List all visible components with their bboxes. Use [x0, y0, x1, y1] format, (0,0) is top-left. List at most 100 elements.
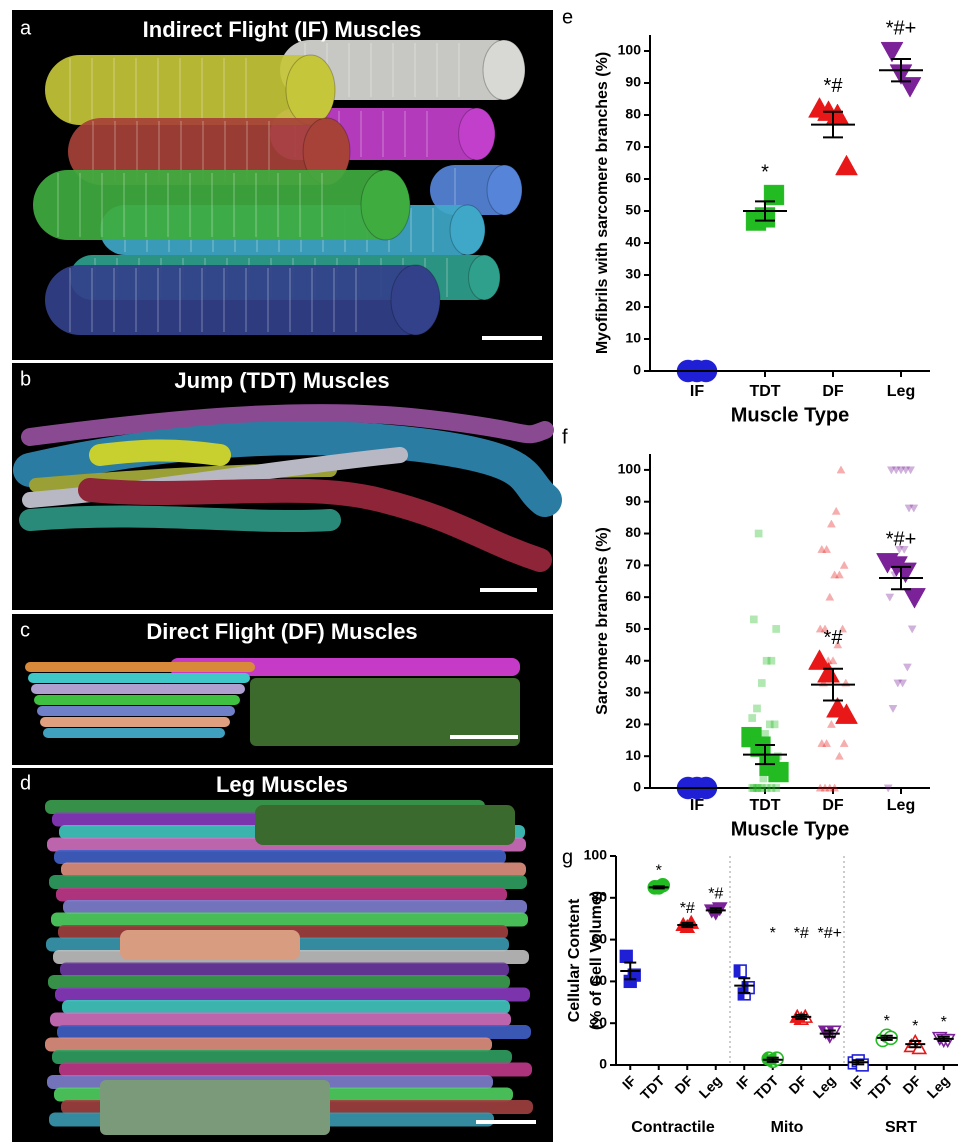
data-point [771, 721, 778, 728]
muscle-fiber [55, 988, 530, 1002]
data-point [837, 466, 845, 473]
significance: *#+ [886, 17, 917, 39]
data-point [769, 762, 789, 782]
data-point [734, 965, 746, 977]
y-tick-label: 60 [625, 170, 641, 186]
muscle-fiber [62, 1000, 510, 1014]
muscle-fiber [63, 900, 527, 914]
muscle-fiber [28, 673, 250, 683]
x-tick-label: TDT [749, 797, 780, 814]
muscle-fiber [31, 684, 245, 694]
panel-title: Leg Muscles [216, 772, 348, 797]
fiber-end [483, 40, 525, 100]
significance: * [912, 1018, 918, 1035]
muscle-fiber [43, 728, 225, 738]
muscle-fiber [25, 662, 255, 672]
y-tick-label: 50 [625, 202, 641, 218]
significance: *# [824, 75, 844, 97]
x-tick-label: IF [733, 1072, 753, 1092]
x-tick-label: IF [690, 797, 704, 814]
panel-title: Indirect Flight (IF) Muscles [143, 17, 422, 42]
muscle-fiber [30, 516, 330, 521]
page: body { margin: 0; width: 962px; height: … [0, 0, 962, 1142]
y-tick-label: 100 [618, 42, 642, 58]
muscle-fiber [61, 863, 526, 877]
data-point [751, 737, 771, 757]
x-tick-label: Leg [887, 383, 915, 400]
y-tick-label: 30 [625, 683, 641, 699]
y-tick-label: 10 [625, 747, 641, 763]
figure: a Indirect Flight (IF) Muscles b Jump (T… [0, 0, 962, 1142]
muscle-fiber [100, 1080, 330, 1135]
muscle-fiber [57, 1025, 531, 1039]
x-tick-label: IF [619, 1072, 639, 1092]
y-tick-label: 10 [625, 330, 641, 346]
data-point [836, 155, 858, 175]
significance: *#+ [886, 528, 917, 550]
data-point [749, 714, 756, 721]
significance: *# [794, 925, 809, 942]
data-point [656, 879, 669, 892]
x-tick-label: DF [822, 797, 844, 814]
y-tick-label: 50 [625, 620, 641, 636]
x-tick-label: DF [785, 1072, 810, 1097]
fiber-end [391, 265, 440, 335]
data-point [899, 77, 921, 97]
muscle-fiber [51, 913, 528, 927]
y-tick-label: 90 [625, 492, 641, 508]
group-label: SRT [885, 1119, 917, 1136]
y-tick-label: 0 [599, 1056, 607, 1072]
y-axis-title: Sarcomere branches (%) [594, 527, 611, 715]
y-axis-title: Cellular Content [566, 898, 583, 1022]
fiber-end [286, 55, 335, 125]
data-point [827, 520, 835, 527]
x-tick-label: Leg [696, 1072, 725, 1101]
y-tick-label: 40 [625, 234, 641, 250]
muscle-fiber [48, 975, 510, 989]
y-axis-title: (% of Cell Volume) [588, 891, 605, 1030]
y-tick-label: 20 [625, 298, 641, 314]
muscle-fiber [120, 930, 300, 960]
data-point [840, 739, 848, 746]
data-point [755, 530, 762, 537]
y-tick-label: 80 [625, 524, 641, 540]
fiber-end [459, 108, 495, 160]
muscle-fiber [45, 265, 440, 335]
data-point [908, 626, 916, 633]
significance: * [761, 161, 769, 183]
data-point [889, 705, 897, 712]
x-tick-label: IF [690, 383, 704, 400]
data-point [753, 705, 760, 712]
x-axis-title: Muscle Type [731, 818, 850, 840]
y-tick-label: 0 [633, 362, 641, 378]
group-label: Mito [771, 1119, 804, 1136]
data-point [903, 664, 911, 671]
y-tick-label: 80 [625, 106, 641, 122]
muscle-fiber [33, 170, 410, 240]
x-tick-label: Leg [924, 1072, 953, 1101]
y-tick-label: 30 [625, 266, 641, 282]
group-label: Contractile [631, 1119, 715, 1136]
x-axis-title: Muscle Type [731, 404, 850, 426]
y-tick-label: 100 [584, 847, 608, 863]
muscle-fiber [45, 1038, 492, 1052]
significance: * [656, 862, 662, 879]
muscle-fiber [255, 805, 515, 845]
x-tick-label: Leg [887, 797, 915, 814]
significance: *# [680, 900, 695, 917]
significance: *# [708, 885, 723, 902]
data-point [773, 625, 780, 632]
data-point [620, 950, 632, 962]
y-tick-label: 0 [633, 779, 641, 795]
data-point [904, 588, 926, 608]
data-point [755, 784, 762, 791]
significance: *#+ [818, 925, 842, 942]
panel-letter: e [562, 6, 573, 28]
muscle-fiber [37, 706, 235, 716]
y-tick-label: 90 [625, 74, 641, 90]
x-tick-label: IF [847, 1072, 867, 1092]
panel-letter: g [562, 846, 573, 868]
y-tick-label: 60 [625, 588, 641, 604]
significance: * [770, 925, 776, 942]
y-tick-label: 70 [625, 138, 641, 154]
